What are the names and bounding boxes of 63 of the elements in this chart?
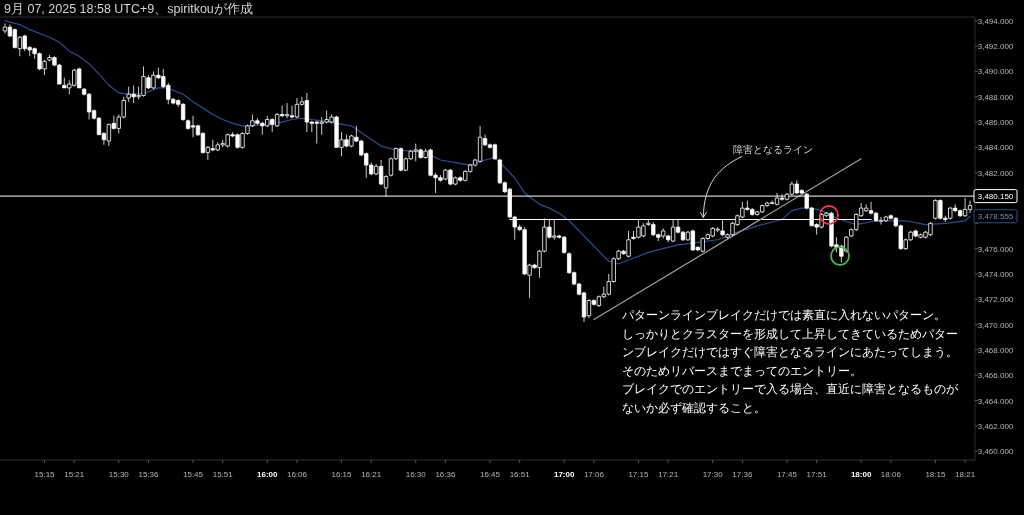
x-tick-label: 17:00 <box>553 470 575 479</box>
line-series <box>4 20 971 265</box>
x-tick-label: 16:15 <box>331 470 353 479</box>
candlestick <box>878 216 884 225</box>
y-tick-label: 3,462.000 <box>977 421 1014 431</box>
candlestick <box>863 203 869 213</box>
x-tick-label: 17:21 <box>658 470 679 479</box>
x-tick-label: 17:15 <box>628 470 650 479</box>
x-tick-label: 16:30 <box>405 470 427 479</box>
x-tick-label: 18:06 <box>880 470 902 479</box>
y-tick-label: 3,472.000 <box>977 295 1014 305</box>
y-tick-label: 3,482.000 <box>977 168 1014 178</box>
candlestick <box>883 215 889 223</box>
candlestick <box>294 97 300 119</box>
candlestick <box>398 146 404 172</box>
x-tick-label: 16:00 <box>257 470 279 479</box>
y-tick-label: 3,460.000 <box>977 447 1014 457</box>
y-tick-label: 3,488.000 <box>977 92 1014 102</box>
y-tick-label: 3,464.000 <box>977 396 1014 406</box>
annotation: しっかりとクラスターを形成して上昇してきているためパターンブレイクだけではすぐ障害となるラインにあたってしまう。そのためリバースまでまってのエントリー。 <box>622 326 958 378</box>
x-tick-label: 15:51 <box>212 470 234 479</box>
ref-line-label: 3,480.150 <box>977 192 1014 202</box>
candlestick <box>2 22 8 34</box>
x-tick-label: 15:45 <box>183 470 204 479</box>
y-tick-label: 3,484.000 <box>977 143 1014 153</box>
x-tick-label: 16:36 <box>435 470 456 479</box>
x-tick-label: 15:30 <box>108 470 130 479</box>
y-tick-label: 3,466.000 <box>977 371 1014 381</box>
candlestick <box>86 92 92 120</box>
x-tick-label: 16:51 <box>509 470 531 479</box>
candlestick <box>180 102 186 122</box>
y-tick-label: 3,476.000 <box>977 244 1014 254</box>
candlestick <box>190 115 196 138</box>
x-tick-label: 15:15 <box>34 470 56 479</box>
candlestick <box>477 125 483 163</box>
x-tick-label: 17:06 <box>583 470 605 479</box>
data-label: 3,478.555 <box>977 212 1014 222</box>
annotation: パターンラインブレイクだけでは素直に入れないパターン。 <box>621 308 946 322</box>
candlestick <box>284 102 290 119</box>
x-tick-label: 17:30 <box>702 470 724 479</box>
y-tick-label: 3,486.000 <box>977 118 1014 128</box>
x-tick-label: 17:45 <box>776 470 798 479</box>
x-tick-label: 15:21 <box>64 470 85 479</box>
x-tick-label: 18:00 <box>850 470 872 479</box>
x-tick-label: 17:51 <box>806 470 828 479</box>
candlestick <box>967 200 973 214</box>
y-tick-label: 3,492.000 <box>977 42 1014 52</box>
annotation: ブレイクでのエントリーで入る場合、直近に障害となるものがないか必ず確認すること。 <box>622 382 959 415</box>
y-tick-label: 3,468.000 <box>977 345 1014 355</box>
x-tick-label: 16:06 <box>286 470 308 479</box>
chart-title: 9月 07, 2025 18:58 UTC+9、spiritkouが作成 <box>4 2 253 16</box>
x-tick-label: 17:36 <box>732 470 753 479</box>
y-tick-label: 3,494.000 <box>977 16 1014 26</box>
x-tick-label: 16:21 <box>361 470 382 479</box>
x-tick-label: 18:15 <box>925 470 946 479</box>
x-tick-label: 15:36 <box>138 470 160 479</box>
x-tick-label: 16:45 <box>479 470 501 479</box>
y-tick-label: 3,474.000 <box>977 269 1014 279</box>
annotation: 障害となるライン <box>732 143 813 155</box>
x-tick-label: 18:21 <box>955 470 976 479</box>
candlestick <box>690 229 696 252</box>
y-tick-label: 3,470.000 <box>977 320 1014 330</box>
y-tick-label: 3,490.000 <box>977 67 1014 77</box>
